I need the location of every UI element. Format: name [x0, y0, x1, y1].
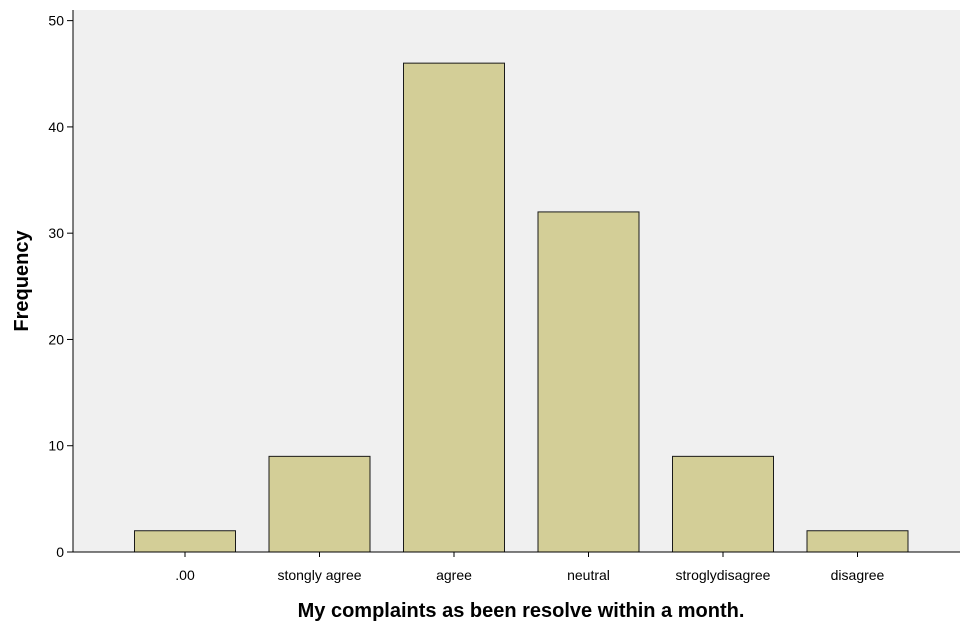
- bar: [672, 455, 774, 553]
- bar: [268, 455, 371, 553]
- y-tick-label: 40: [48, 119, 64, 135]
- x-tick-label: stroglydisagree: [676, 567, 771, 583]
- plot-area: [73, 10, 960, 552]
- y-tick-label: 30: [48, 225, 64, 241]
- bars-group: [134, 62, 909, 553]
- x-tick-label: agree: [436, 567, 472, 583]
- x-axis-title: My complaints as been resolve within a m…: [298, 600, 745, 622]
- x-tick-label: disagree: [831, 567, 885, 583]
- x-tick-label: stongly agree: [277, 567, 361, 583]
- y-tick-label: 0: [56, 544, 64, 560]
- bar: [806, 530, 909, 553]
- bar: [134, 530, 236, 553]
- x-tick-label: .00: [175, 567, 195, 583]
- y-tick-label: 10: [48, 438, 64, 454]
- y-tick-label: 50: [48, 13, 64, 29]
- y-axis-title: Frequency: [11, 230, 33, 332]
- y-tick-label: 20: [48, 331, 64, 347]
- bar: [403, 62, 505, 553]
- x-ticks-group: .00 stongly agree agree neutral stroglydisag…: [175, 552, 885, 583]
- y-ticks-group: 0 10 20 30 40 50: [48, 13, 73, 560]
- bar: [537, 211, 640, 553]
- x-tick-label: neutral: [567, 567, 610, 583]
